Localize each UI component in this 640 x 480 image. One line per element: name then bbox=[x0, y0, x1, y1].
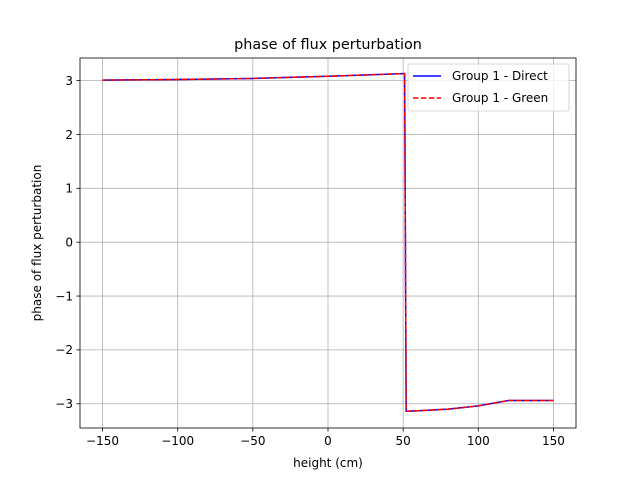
ticks: −150 −100 −50 0 50 100 150 −3 −2 −1 0 1 2 3 bbox=[55, 74, 565, 448]
x-tick-label: 100 bbox=[467, 434, 490, 448]
legend-label-direct: Group 1 - Direct bbox=[452, 69, 548, 83]
x-tick-label: 150 bbox=[542, 434, 565, 448]
grid bbox=[80, 58, 576, 428]
legend: Group 1 - Direct Group 1 - Green bbox=[407, 63, 570, 112]
y-tick-label: 3 bbox=[65, 74, 73, 88]
chart-title: phase of flux perturbation bbox=[234, 37, 422, 53]
y-tick-label: −1 bbox=[55, 289, 73, 303]
y-tick-label: 2 bbox=[65, 128, 73, 142]
x-tick-label: −50 bbox=[240, 434, 265, 448]
y-axis-label: phase of flux perturbation bbox=[30, 165, 44, 322]
y-tick-label: −3 bbox=[55, 397, 73, 411]
series-layer bbox=[102, 72, 554, 413]
x-tick-label: 50 bbox=[396, 434, 411, 448]
y-tick-label: 0 bbox=[65, 235, 73, 249]
x-axis-label: height (cm) bbox=[293, 456, 363, 470]
y-tick-label: −2 bbox=[55, 343, 73, 357]
x-tick-label: −100 bbox=[161, 434, 194, 448]
y-tick-label: 1 bbox=[65, 182, 73, 196]
x-tick-label: 0 bbox=[324, 434, 332, 448]
x-tick-label: −150 bbox=[86, 434, 119, 448]
legend-label-green: Group 1 - Green bbox=[452, 91, 548, 105]
series-line-green bbox=[102, 72, 554, 413]
legend-box bbox=[407, 63, 570, 112]
